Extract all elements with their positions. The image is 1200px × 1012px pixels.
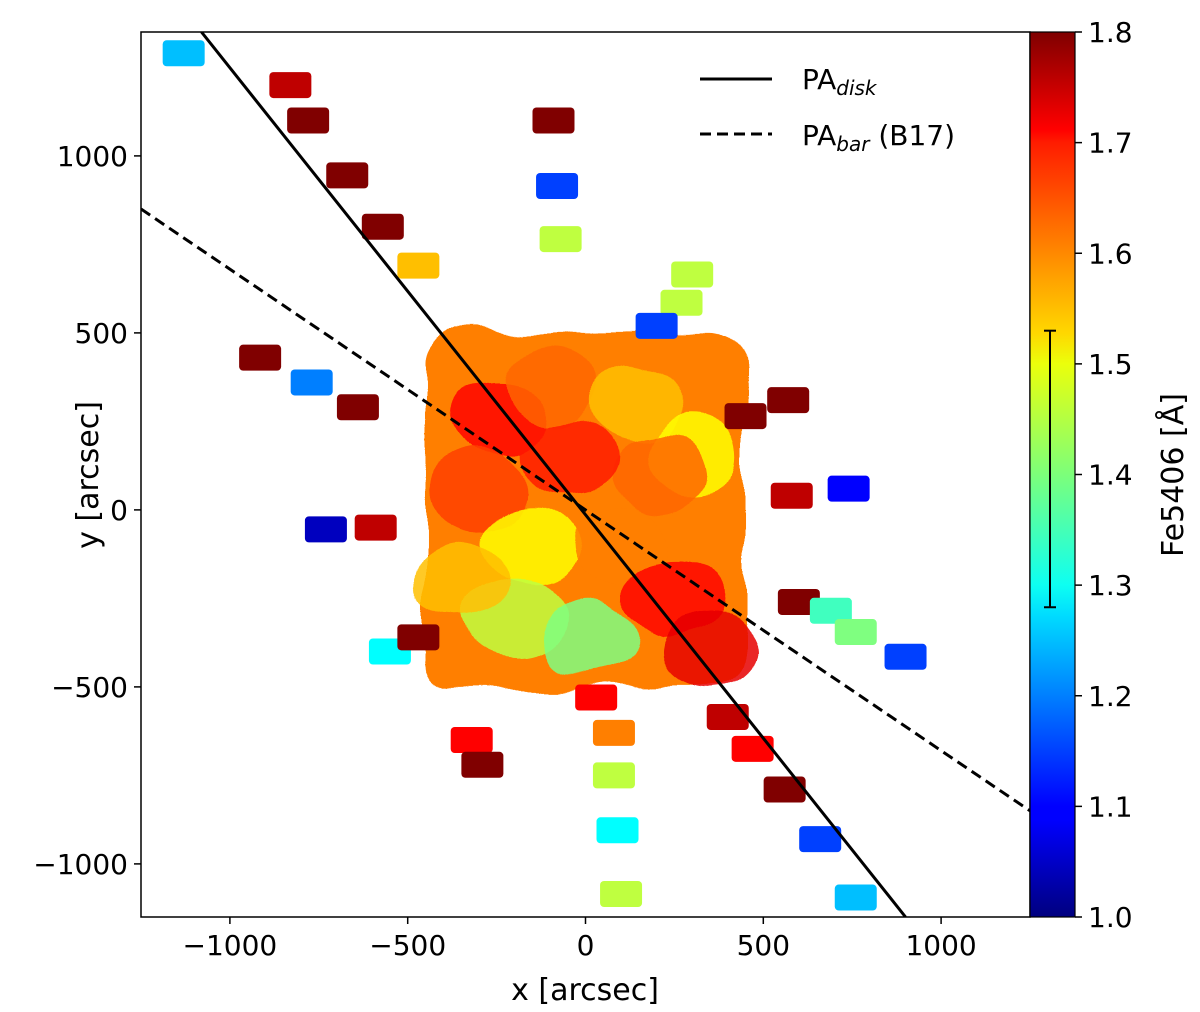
field-patch bbox=[575, 684, 618, 711]
central-blob bbox=[661, 613, 758, 690]
colorbar-ticks: 1.0 1.1 1.2 1.3 1.4 1.5 1.6 1.7 1.8 bbox=[1075, 16, 1133, 934]
colorbar-tick-label: 1.4 bbox=[1088, 459, 1133, 492]
colorbar: 1.0 1.1 1.2 1.3 1.4 1.5 1.6 1.7 1.8 Fe5406 [Å] bbox=[1029, 16, 1191, 934]
central-blob bbox=[573, 507, 670, 584]
y-axis-title: y [arcsec] bbox=[71, 401, 106, 549]
colorbar-errorbar bbox=[1044, 329, 1056, 609]
central-map bbox=[413, 332, 758, 690]
field-patch bbox=[827, 475, 870, 502]
y-axis: −1000 −500 0 500 1000 bbox=[33, 140, 141, 881]
field-patch bbox=[336, 394, 379, 421]
colorbar-tick-label: 1.0 bbox=[1088, 901, 1133, 934]
field-patch bbox=[361, 213, 404, 240]
field-patches bbox=[162, 40, 927, 911]
x-tick-label: 0 bbox=[577, 929, 595, 962]
field-patch bbox=[304, 516, 347, 543]
plot-area bbox=[141, 32, 1030, 917]
field-patch bbox=[770, 482, 813, 509]
central-blob bbox=[501, 348, 598, 424]
x-tick-label: −500 bbox=[369, 929, 446, 962]
field-patch bbox=[600, 880, 643, 907]
legend-disk-sub: disk bbox=[836, 76, 878, 100]
legend-label-bar: PAbar (B17) bbox=[802, 119, 955, 156]
y-tick-label: 500 bbox=[75, 317, 128, 350]
colorbar-label: Fe5406 [Å] bbox=[1155, 393, 1191, 557]
pa-bar-line bbox=[141, 207, 1030, 813]
field-patch bbox=[671, 261, 714, 288]
x-tick-label: −1000 bbox=[183, 929, 278, 962]
field-patch bbox=[635, 312, 678, 339]
y-tick-label: −500 bbox=[51, 671, 128, 704]
colorbar-tick-label: 1.3 bbox=[1088, 569, 1133, 602]
field-patch bbox=[290, 369, 333, 396]
position-angle-lines bbox=[141, 32, 1030, 917]
field-patch bbox=[536, 172, 579, 199]
field-patch bbox=[767, 387, 810, 414]
field-patch bbox=[239, 344, 282, 371]
field-patch bbox=[884, 643, 927, 670]
field-patch bbox=[799, 826, 842, 853]
field-patch bbox=[809, 597, 852, 624]
field-patch bbox=[592, 719, 635, 746]
pa-disk-line bbox=[200, 32, 907, 917]
field-patch bbox=[596, 817, 639, 844]
colorbar-tick-label: 1.6 bbox=[1088, 237, 1133, 270]
legend-bar-main: PA bbox=[802, 119, 836, 152]
central-blob bbox=[590, 365, 687, 442]
field-patch bbox=[269, 72, 312, 99]
central-blob bbox=[413, 542, 510, 619]
legend-disk-main: PA bbox=[802, 63, 836, 96]
field-patch bbox=[287, 107, 330, 134]
field-patch bbox=[834, 884, 877, 911]
x-tick-label: 1000 bbox=[905, 929, 976, 962]
colorbar-tick-label: 1.7 bbox=[1088, 127, 1133, 160]
field-patch bbox=[706, 703, 749, 730]
field-patch bbox=[162, 40, 205, 67]
field-patch bbox=[777, 588, 820, 615]
field-patch bbox=[354, 514, 397, 541]
central-blob bbox=[484, 507, 581, 584]
field-patch bbox=[326, 162, 369, 189]
colorbar-gradient bbox=[1029, 31, 1076, 918]
field-patch bbox=[450, 727, 493, 753]
field-patch bbox=[532, 107, 575, 134]
field-patch bbox=[397, 624, 440, 651]
central-blob bbox=[519, 418, 616, 495]
x-axis: −1000 −500 0 500 1000 bbox=[183, 917, 977, 962]
y-tick-label: −1000 bbox=[33, 848, 128, 881]
x-tick-label: 500 bbox=[737, 929, 790, 962]
colorbar-tick-label: 1.5 bbox=[1088, 348, 1133, 381]
legend: PAdisk PAbar (B17) bbox=[700, 63, 955, 156]
field-patch bbox=[539, 226, 582, 253]
field-patch bbox=[592, 762, 635, 789]
y-tick-label: 0 bbox=[110, 494, 128, 527]
legend-bar-sub: bar bbox=[836, 132, 871, 156]
field-patch bbox=[461, 751, 504, 778]
field-patch bbox=[834, 619, 877, 646]
field-patch bbox=[763, 776, 806, 803]
field-patch bbox=[724, 403, 767, 430]
legend-label-disk: PAdisk bbox=[802, 63, 878, 100]
y-tick-label: 1000 bbox=[57, 140, 128, 173]
central-blob bbox=[608, 436, 705, 513]
central-blob bbox=[430, 454, 527, 531]
field-patch bbox=[660, 289, 703, 316]
field-patch bbox=[397, 252, 440, 279]
central-blob bbox=[537, 595, 634, 672]
x-axis-title: x [arcsec] bbox=[511, 973, 659, 1008]
colorbar-tick-label: 1.1 bbox=[1088, 790, 1133, 823]
field-patch bbox=[731, 735, 774, 762]
legend-bar-suffix: (B17) bbox=[869, 119, 955, 152]
colorbar-tick-label: 1.2 bbox=[1088, 680, 1133, 713]
colorbar-tick-label: 1.8 bbox=[1088, 16, 1133, 49]
